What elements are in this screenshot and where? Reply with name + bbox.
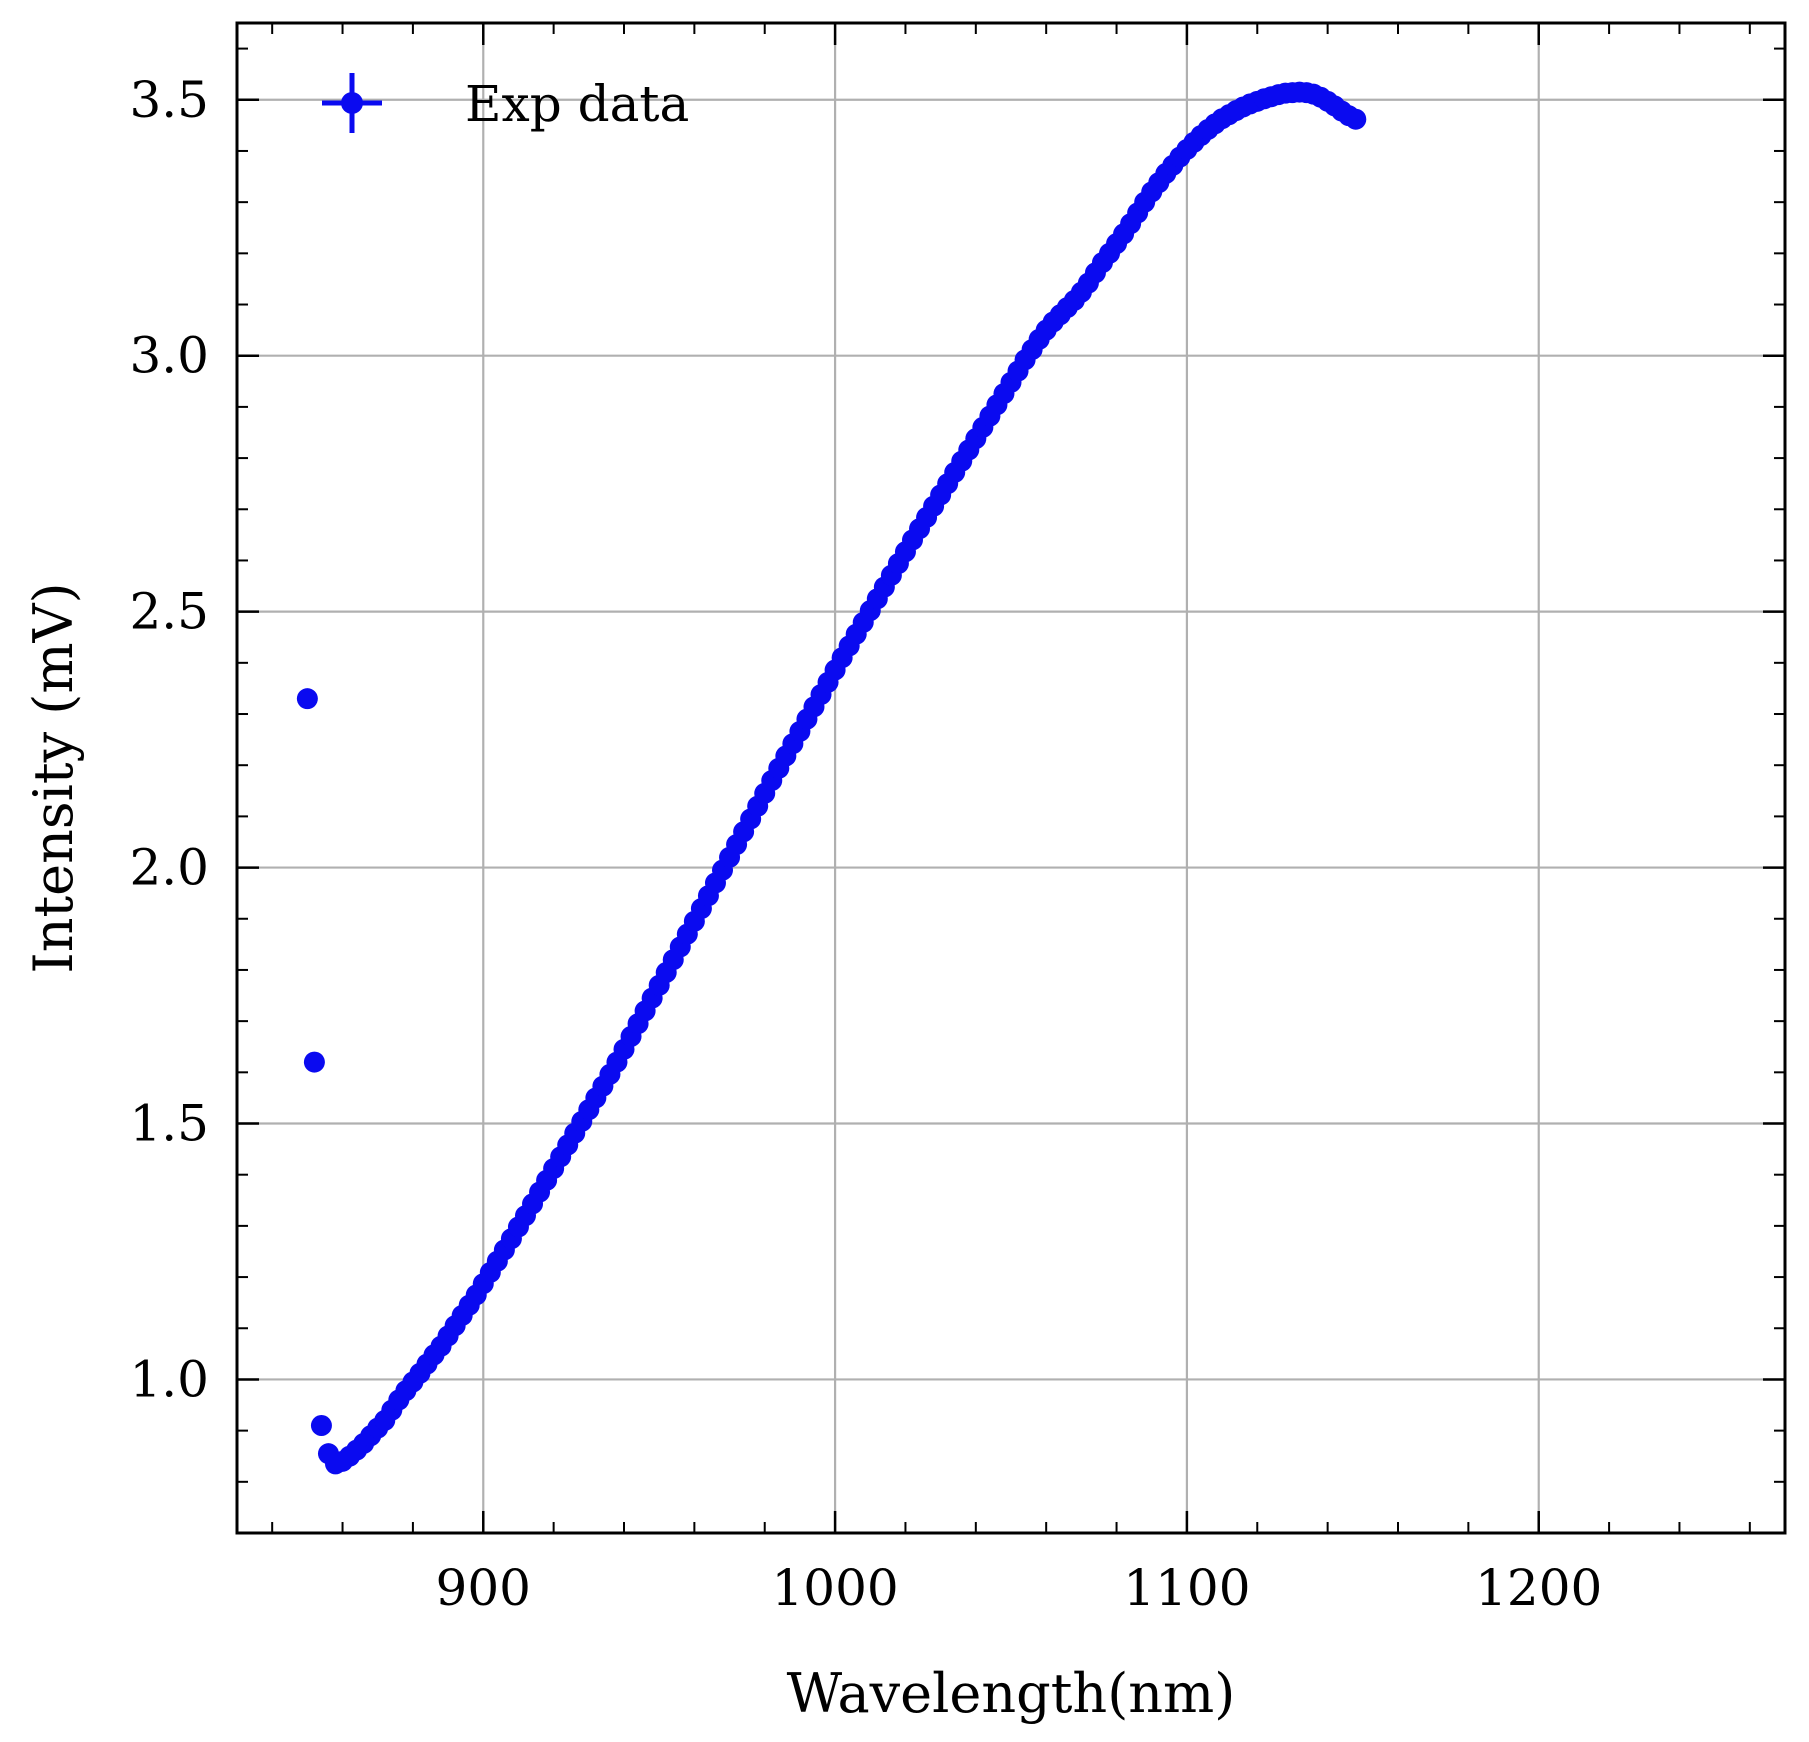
x-tick-label: 1100 [1123,1559,1250,1617]
legend-entry-exp-data: Exp data [465,75,689,133]
y-tick-label: 3.5 [129,71,209,129]
legend: Exp data [322,73,689,133]
y-tick-label: 2.5 [129,583,209,641]
y-tick-label: 3.0 [129,327,209,385]
axis-ticks [237,23,1785,1534]
x-tick-label: 1200 [1475,1559,1602,1617]
plot-frame [235,21,1787,1535]
grid [237,23,1785,1533]
legend-marker-dot [341,92,363,114]
x-tick-label: 1000 [771,1559,898,1617]
tick-labels: 900 1000 1100 1200 1.0 1.5 2.0 2.5 3.0 3.5 [129,71,1602,1617]
y-tick-label: 1.5 [129,1095,209,1153]
data-point [1345,108,1367,130]
data-point [310,1415,332,1437]
data-point [303,1051,325,1073]
data-series-exp-data [296,81,1367,1475]
y-axis-label: Intensity (mV) [22,582,85,973]
x-tick-label: 900 [436,1559,531,1617]
y-tick-label: 1.0 [129,1350,209,1408]
y-tick-label: 2.0 [129,839,209,897]
data-point [296,688,318,710]
x-axis-label: Wavelength(nm) [787,1662,1236,1725]
